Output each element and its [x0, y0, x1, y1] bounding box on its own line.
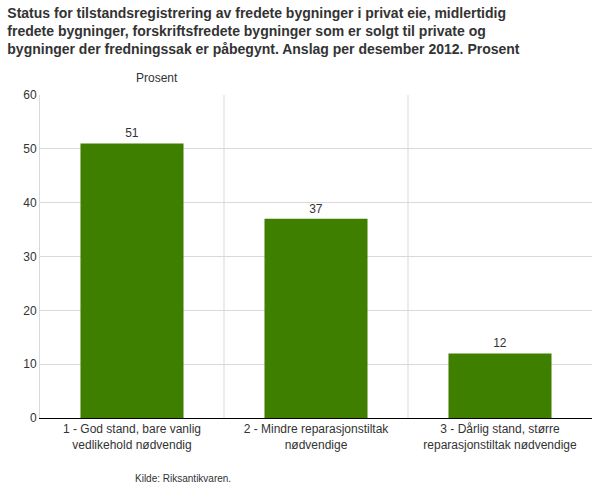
svg-text:1 - God stand, bare vanligvedl: 1 - God stand, bare vanligvedlikehold nø…: [63, 422, 201, 452]
svg-text:Status for tilstandsregistreri: Status for tilstandsregistrering av fred…: [7, 5, 520, 57]
svg-text:0: 0: [30, 411, 37, 425]
svg-text:20: 20: [23, 304, 37, 318]
svg-text:30: 30: [23, 250, 37, 264]
svg-text:3 - Dårlig stand, størrerepara: 3 - Dårlig stand, størrereparasjonstilta…: [423, 422, 577, 452]
svg-text:60: 60: [23, 88, 37, 102]
svg-text:51: 51: [125, 126, 139, 140]
svg-text:40: 40: [23, 196, 37, 210]
svg-text:Prosent: Prosent: [136, 71, 178, 85]
svg-text:2 - Mindre reparasjonstiltaknø: 2 - Mindre reparasjonstiltaknødvendige: [244, 422, 390, 452]
svg-text:50: 50: [23, 142, 37, 156]
svg-text:Kilde: Riksantikvaren.: Kilde: Riksantikvaren.: [135, 473, 231, 484]
svg-text:10: 10: [23, 357, 37, 371]
svg-text:37: 37: [309, 202, 323, 216]
svg-text:12: 12: [493, 336, 507, 350]
